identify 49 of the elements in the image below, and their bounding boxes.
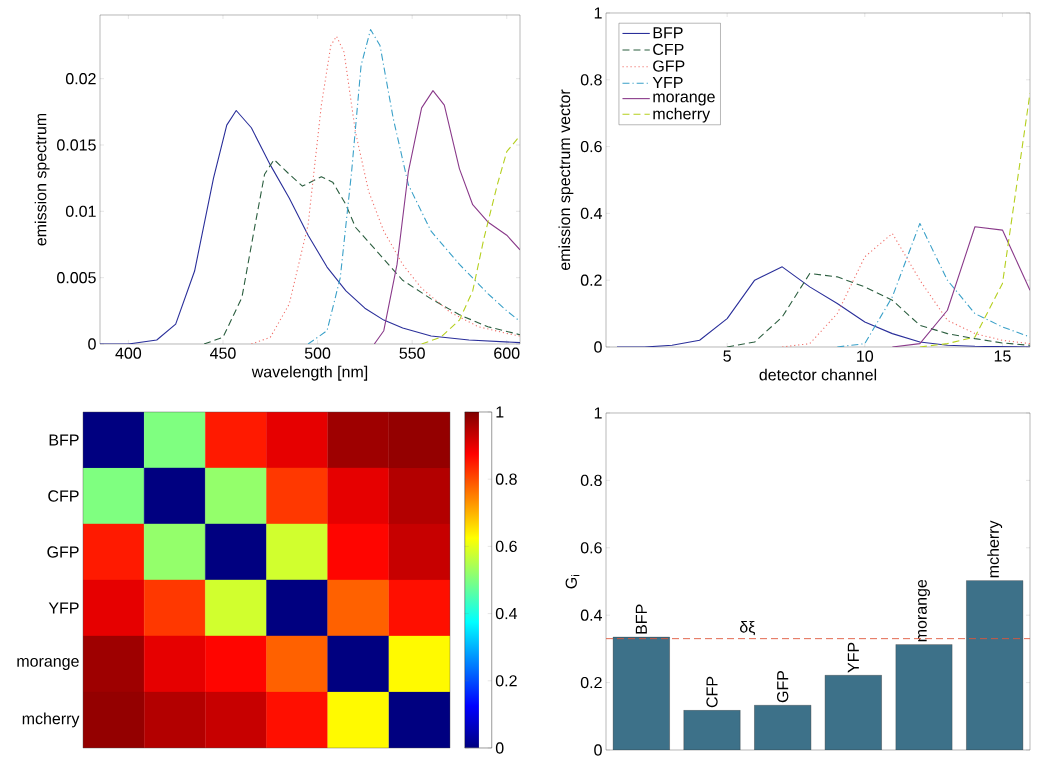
x-tick-label: 400 — [115, 347, 142, 359]
x-tick-label: 500 — [304, 347, 331, 359]
y-tick-label: 0.6 — [580, 542, 602, 554]
x-axis-title: wavelength [nm] — [251, 365, 368, 381]
y-axis-title: G$_{i}$ — [565, 575, 580, 589]
y-tick-label: 0 — [594, 744, 602, 756]
y-tick-label: 0.02 — [65, 73, 96, 85]
x-tick-label: 550 — [399, 347, 425, 359]
color-bar-label: 0.6 — [495, 540, 517, 553]
y-tick-label: 1 — [594, 407, 602, 419]
y-tick-label: 0.4 — [580, 609, 602, 621]
y-tick-label: morange — [17, 658, 79, 670]
y-tick-label: 0.2 — [580, 676, 602, 689]
legend-label: morange — [653, 93, 715, 106]
y-axis-title: emission spectrum — [34, 113, 50, 246]
x-axis-title: detector channel — [759, 368, 877, 381]
legend-label: BFP — [653, 27, 683, 39]
color-bar-label: 0.8 — [495, 473, 517, 485]
color-bar-label: 0 — [495, 742, 504, 754]
y-tick-label: 0.6 — [580, 140, 602, 153]
y-tick-label: 0.015 — [57, 139, 96, 151]
legend-label: mcherry — [653, 107, 711, 123]
legend-label: CFP — [653, 43, 684, 56]
y-axis-title: emission spectrum vector — [558, 89, 574, 271]
y-tick-label: 0.8 — [580, 474, 602, 487]
x-tick-label: 10 — [857, 350, 874, 362]
y-tick-label: 0.01 — [65, 205, 96, 217]
x-tick-label: 5 — [723, 350, 731, 362]
y-tick-label: 0.005 — [57, 272, 96, 284]
y-tick-label: CFP — [48, 490, 79, 502]
ref-line-label: δξ — [739, 620, 756, 636]
legend-label: YFP — [652, 77, 683, 89]
y-tick-label: GFP — [47, 546, 79, 558]
x-tick-label: 450 — [209, 347, 236, 359]
y-tick-label: 1 — [594, 7, 602, 19]
color-bar-label: 1 — [496, 406, 504, 418]
y-tick-label: 0 — [88, 338, 96, 350]
color-bar-label: 0.4 — [495, 607, 518, 620]
x-tick-label: 600 — [494, 347, 520, 359]
y-tick-label: BFP — [49, 434, 79, 446]
legend-label: GFP — [653, 60, 685, 72]
y-tick-label: 0.4 — [580, 207, 602, 220]
x-tick-label: 15 — [994, 350, 1011, 362]
y-tick-label: 0.2 — [580, 274, 602, 286]
y-tick-label: 0 — [594, 341, 602, 353]
x-tick-label: morange — [918, 579, 930, 642]
y-tick-label: 0.8 — [580, 74, 602, 86]
color-bar-label: 0.2 — [495, 675, 517, 687]
y-tick-label: mcherry — [22, 712, 80, 728]
